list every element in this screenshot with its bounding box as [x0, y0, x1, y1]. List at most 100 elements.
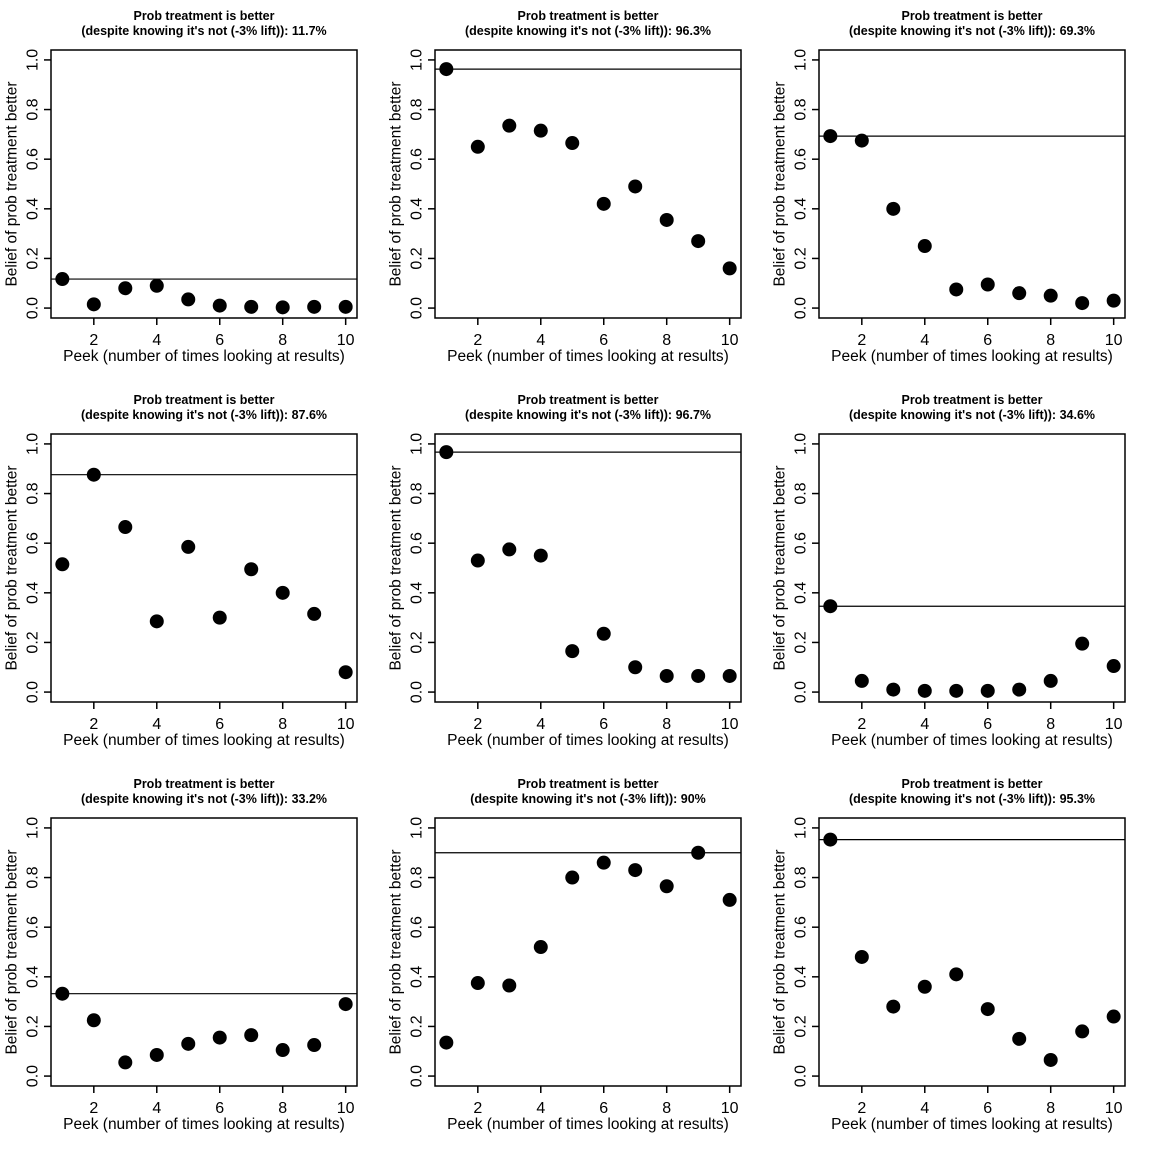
plot-title-line1: Prob treatment is better [901, 777, 1043, 791]
svg-text:0.6: 0.6 [793, 532, 810, 554]
svg-text:0.0: 0.0 [409, 297, 426, 319]
plot-title-line1: Prob treatment is better [133, 393, 275, 407]
svg-text:Belief of prob treatment bette: Belief of prob treatment better [772, 465, 789, 670]
svg-text:1.0: 1.0 [793, 49, 810, 71]
svg-text:0.6: 0.6 [409, 148, 426, 170]
svg-text:0.6: 0.6 [409, 916, 426, 938]
svg-text:Belief of prob treatment bette: Belief of prob treatment better [388, 849, 405, 1054]
svg-text:Peek (number of times looking: Peek (number of times looking at results… [831, 348, 1113, 365]
svg-text:0.2: 0.2 [793, 1015, 810, 1037]
svg-text:4: 4 [920, 716, 929, 733]
svg-text:0.0: 0.0 [793, 1065, 810, 1087]
scatter-plot-svg: 2 4 6 8 10 0.0 0.2 0.4 0.6 0.8 1.0 Peek (number of … [388, 817, 742, 1133]
svg-text:0.6: 0.6 [409, 532, 426, 554]
plot-title-line2: (despite knowing it's not (-3% lift)): 6… [848, 24, 1096, 38]
svg-text:2: 2 [857, 1100, 866, 1117]
svg-text:2: 2 [857, 332, 866, 349]
plot-canvas: 2 4 6 8 10 0.0 0.2 0.4 0.6 0.8 1.0 Peek (number of … [384, 768, 768, 1152]
svg-text:0.2: 0.2 [25, 631, 42, 653]
plot-title-line2: (despite knowing it's not (-3% lift)): 9… [464, 24, 712, 38]
svg-text:10: 10 [1105, 716, 1123, 733]
subplot-6: Prob treatment is better (despite knowin… [768, 384, 1152, 768]
plot-canvas: 2 4 6 8 10 0.0 0.2 0.4 0.6 0.8 1.0 Peek (number of … [0, 768, 384, 1152]
svg-text:8: 8 [1046, 332, 1055, 349]
scatter-plot-svg: 2 4 6 8 10 0.0 0.2 0.4 0.6 0.8 1.0 Peek (number of … [772, 817, 1126, 1133]
svg-text:0.8: 0.8 [409, 482, 426, 504]
plot-title: Prob treatment is better (despite knowin… [819, 393, 1125, 423]
svg-text:0.0: 0.0 [409, 1065, 426, 1087]
svg-text:1.0: 1.0 [25, 433, 42, 455]
svg-text:10: 10 [721, 1100, 739, 1117]
svg-text:10: 10 [337, 1100, 355, 1117]
svg-text:10: 10 [337, 716, 355, 733]
scatter-plot-svg: 2 4 6 8 10 0.0 0.2 0.4 0.6 0.8 1.0 Peek (number of … [4, 433, 358, 749]
svg-text:1.0: 1.0 [409, 433, 426, 455]
plot-title-line1: Prob treatment is better [901, 393, 1043, 407]
svg-text:10: 10 [721, 332, 739, 349]
plot-title: Prob treatment is better (despite knowin… [435, 9, 741, 39]
svg-text:10: 10 [1105, 332, 1123, 349]
svg-text:10: 10 [337, 332, 355, 349]
svg-text:4: 4 [536, 332, 545, 349]
plot-title: Prob treatment is better (despite knowin… [51, 9, 357, 39]
svg-text:0.0: 0.0 [409, 681, 426, 703]
plot-title: Prob treatment is better (despite knowin… [51, 393, 357, 423]
svg-text:Belief of prob treatment bette: Belief of prob treatment better [388, 465, 405, 670]
svg-text:1.0: 1.0 [409, 817, 426, 839]
svg-text:6: 6 [983, 716, 992, 733]
subplot-3: Prob treatment is better (despite knowin… [768, 0, 1152, 384]
svg-text:1.0: 1.0 [409, 49, 426, 71]
plot-title-line1: Prob treatment is better [133, 777, 275, 791]
subplot-4: Prob treatment is better (despite knowin… [0, 384, 384, 768]
svg-text:Belief of prob treatment bette: Belief of prob treatment better [772, 849, 789, 1054]
svg-text:Belief of prob treatment bette: Belief of prob treatment better [772, 81, 789, 286]
svg-text:0.2: 0.2 [25, 247, 42, 269]
svg-text:Peek (number of times looking: Peek (number of times looking at results… [447, 732, 729, 749]
svg-text:0.2: 0.2 [409, 631, 426, 653]
svg-text:0.8: 0.8 [793, 98, 810, 120]
svg-text:6: 6 [983, 332, 992, 349]
svg-text:1.0: 1.0 [25, 817, 42, 839]
plot-canvas: 2 4 6 8 10 0.0 0.2 0.4 0.6 0.8 1.0 Peek (number of … [768, 384, 1152, 768]
svg-text:2: 2 [473, 1100, 482, 1117]
svg-text:0.0: 0.0 [25, 681, 42, 703]
svg-text:0.0: 0.0 [793, 681, 810, 703]
svg-text:0.4: 0.4 [793, 966, 810, 988]
plot-title-line2: (despite knowing it's not (-3% lift)): 3… [848, 408, 1096, 422]
plot-title-line2: (despite knowing it's not (-3% lift)): 8… [80, 408, 328, 422]
svg-text:Belief of prob treatment bette: Belief of prob treatment better [4, 81, 21, 286]
svg-text:2: 2 [473, 332, 482, 349]
svg-text:0.4: 0.4 [409, 966, 426, 988]
plot-title: Prob treatment is better (despite knowin… [435, 777, 741, 807]
svg-text:8: 8 [662, 716, 671, 733]
svg-text:10: 10 [1105, 1100, 1123, 1117]
plot-canvas: 2 4 6 8 10 0.0 0.2 0.4 0.6 0.8 1.0 Peek (number of … [0, 384, 384, 768]
svg-text:0.2: 0.2 [793, 631, 810, 653]
svg-text:0.0: 0.0 [25, 1065, 42, 1087]
svg-text:10: 10 [721, 716, 739, 733]
svg-text:0.4: 0.4 [25, 966, 42, 988]
svg-text:0.2: 0.2 [409, 247, 426, 269]
plot-canvas: 2 4 6 8 10 0.0 0.2 0.4 0.6 0.8 1.0 Peek (number of … [0, 0, 384, 384]
subplot-2: Prob treatment is better (despite knowin… [384, 0, 768, 384]
svg-text:0.2: 0.2 [25, 1015, 42, 1037]
subplot-1: Prob treatment is better (despite knowin… [0, 0, 384, 384]
svg-text:4: 4 [920, 1100, 929, 1117]
scatter-plot-svg: 2 4 6 8 10 0.0 0.2 0.4 0.6 0.8 1.0 Peek (number of … [388, 433, 742, 749]
plot-canvas: 2 4 6 8 10 0.0 0.2 0.4 0.6 0.8 1.0 Peek (number of … [768, 768, 1152, 1152]
svg-text:0.8: 0.8 [25, 482, 42, 504]
svg-text:0.8: 0.8 [25, 866, 42, 888]
plot-title-line2: (despite knowing it's not (-3% lift)): 9… [848, 792, 1096, 806]
svg-text:0.4: 0.4 [793, 198, 810, 220]
svg-text:0.4: 0.4 [793, 582, 810, 604]
scatter-plot-svg: 2 4 6 8 10 0.0 0.2 0.4 0.6 0.8 1.0 Peek (number of … [388, 49, 742, 365]
subplot-8: Prob treatment is better (despite knowin… [384, 768, 768, 1152]
svg-text:0.8: 0.8 [25, 98, 42, 120]
svg-text:0.2: 0.2 [793, 247, 810, 269]
svg-text:0.4: 0.4 [409, 198, 426, 220]
svg-text:4: 4 [920, 332, 929, 349]
plot-title-line2: (despite knowing it's not (-3% lift)): 3… [80, 792, 328, 806]
svg-text:0.0: 0.0 [25, 297, 42, 319]
svg-text:8: 8 [278, 716, 287, 733]
